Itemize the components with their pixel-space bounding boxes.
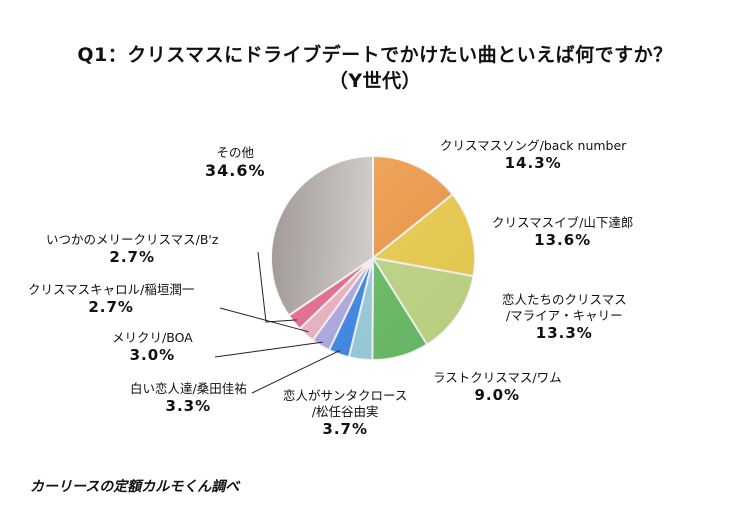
slice-name: いつかのメリークリスマス/B'z: [46, 232, 219, 247]
slice-label-8: いつかのメリークリスマス/B'z 2.7%: [46, 232, 218, 267]
slice-label-5: 白い恋人達/桑田佳祐 3.3%: [130, 381, 247, 416]
leader-line-5: [251, 349, 341, 394]
slice-name: 白い恋人達/桑田佳祐: [130, 381, 247, 396]
slice-percent: 3.0%: [129, 346, 176, 364]
slice-label-7: クリスマスキャロル/稲垣潤一 2.7%: [28, 282, 194, 317]
slice-percent: 3.3%: [165, 397, 212, 415]
slice-label-4: 恋人がサンタクロース /松任谷由実 3.7%: [283, 388, 407, 439]
slice-name: 恋人がサンタクロース: [283, 388, 408, 403]
slice-name: その他: [216, 145, 255, 160]
slice-percent: 3.7%: [322, 420, 368, 438]
slice-percent: 13.6%: [534, 231, 592, 249]
slice-name: ラストクリスマス/ワム: [433, 370, 562, 385]
slice-percent: 9.0%: [474, 386, 521, 404]
slice-label-3: ラストクリスマス/ワム 9.0%: [433, 370, 562, 405]
slice-name: メリクリ/BOA: [112, 330, 193, 345]
leader-line-6: [214, 341, 323, 358]
slice-label-0: クリスマスソング/back number 14.3%: [440, 138, 626, 173]
chart-title: Q1：クリスマスにドライブデートでかけたい曲といえば何ですか？: [77, 44, 673, 66]
leader-line-8: [257, 251, 298, 323]
slice-percent: 13.3%: [535, 324, 593, 342]
slice-label-9: その他 34.6%: [205, 145, 266, 180]
source-note: カーリースの定額カルモくん調べ: [30, 479, 240, 495]
slice-name: 恋人たちのクリスマス: [502, 292, 627, 307]
leader-line-7: [219, 307, 309, 333]
slice-name-line2: /マライア・キャリー: [505, 308, 623, 323]
slice-percent: 34.6%: [205, 161, 266, 180]
slice-name: クリスマスキャロル/稲垣潤一: [28, 282, 195, 297]
slice-name: クリスマスソング/back number: [440, 138, 627, 153]
slice-label-2: 恋人たちのクリスマス /マライア・キャリー 13.3%: [502, 292, 627, 343]
slice-name: クリスマスイブ/山下達郎: [492, 215, 634, 230]
chart-subtitle: （Y世代）: [328, 70, 422, 92]
slice-percent: 14.3%: [504, 154, 562, 172]
slice-percent: 2.7%: [88, 298, 134, 316]
slice-name-line2: /松任谷由実: [311, 404, 379, 419]
slice-label-1: クリスマスイブ/山下達郎 13.6%: [492, 215, 633, 250]
slice-percent: 2.7%: [109, 248, 156, 266]
slice-label-6: メリクリ/BOA 3.0%: [112, 330, 193, 365]
